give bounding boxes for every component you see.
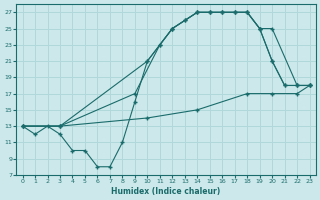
X-axis label: Humidex (Indice chaleur): Humidex (Indice chaleur) bbox=[111, 187, 221, 196]
